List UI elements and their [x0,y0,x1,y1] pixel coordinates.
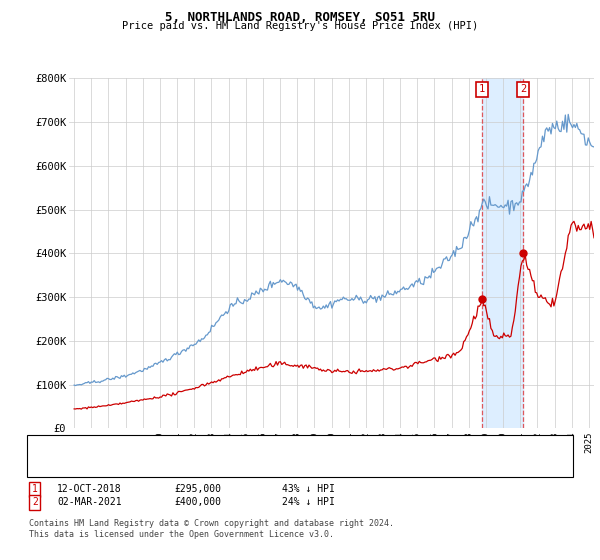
Text: 12-OCT-2018: 12-OCT-2018 [57,484,122,494]
Text: 02-MAR-2021: 02-MAR-2021 [57,497,122,507]
Text: Contains HM Land Registry data © Crown copyright and database right 2024.
This d: Contains HM Land Registry data © Crown c… [29,519,394,539]
Text: Price paid vs. HM Land Registry's House Price Index (HPI): Price paid vs. HM Land Registry's House … [122,21,478,31]
Text: 24% ↓ HPI: 24% ↓ HPI [282,497,335,507]
Text: HPI: Average price, detached house, Test Valley: HPI: Average price, detached house, Test… [75,462,345,472]
Text: £400,000: £400,000 [174,497,221,507]
Text: 2: 2 [520,85,526,94]
Text: 1: 1 [479,85,485,94]
Text: 1: 1 [32,484,38,494]
Text: £295,000: £295,000 [174,484,221,494]
Text: 5, NORTHLANDS ROAD, ROMSEY, SO51 5RU: 5, NORTHLANDS ROAD, ROMSEY, SO51 5RU [165,11,435,24]
Bar [482,78,523,428]
Text: 5, NORTHLANDS ROAD, ROMSEY, SO51 5RU (detached house): 5, NORTHLANDS ROAD, ROMSEY, SO51 5RU (de… [75,444,380,454]
Text: 2: 2 [32,497,38,507]
Text: 43% ↓ HPI: 43% ↓ HPI [282,484,335,494]
